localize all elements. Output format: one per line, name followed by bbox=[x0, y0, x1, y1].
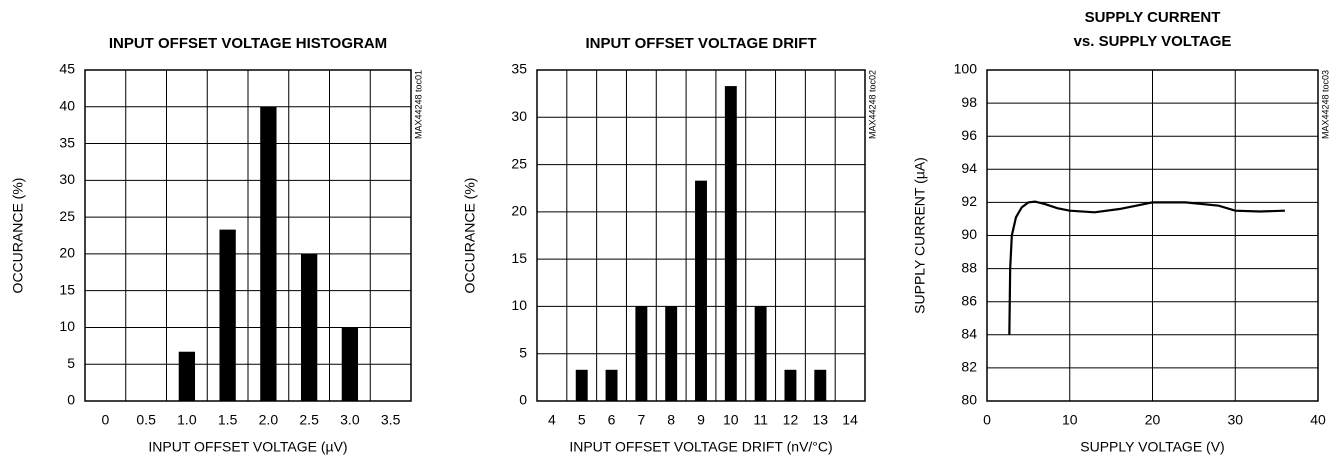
x-tick-label: 1.0 bbox=[177, 412, 197, 428]
x-tick-label: 3.0 bbox=[340, 412, 360, 428]
chart-subtitle: vs. SUPPLY VOLTAGE bbox=[1074, 33, 1232, 50]
y-axis-label: OCCURANCE (%) bbox=[462, 178, 478, 294]
y-tick-label: 100 bbox=[954, 61, 978, 77]
y-tick-label: 90 bbox=[961, 226, 977, 242]
x-tick-label: 10 bbox=[723, 412, 739, 428]
y-tick-label: 35 bbox=[59, 134, 75, 150]
y-tick-label: 96 bbox=[961, 127, 977, 143]
x-tick-label: 40 bbox=[1310, 412, 1326, 428]
y-tick-label: 20 bbox=[59, 245, 75, 261]
bar bbox=[635, 306, 648, 401]
x-tick-label: 3.5 bbox=[381, 412, 401, 428]
x-axis-label: INPUT OFFSET VOLTAGE (µV) bbox=[148, 439, 347, 455]
y-tick-label: 40 bbox=[59, 97, 75, 113]
x-tick-label: 2.5 bbox=[299, 412, 319, 428]
bar bbox=[300, 253, 318, 401]
x-tick-label: 9 bbox=[697, 412, 705, 428]
x-tick-label: 0.5 bbox=[136, 412, 156, 428]
x-tick-label: 2.0 bbox=[259, 412, 279, 428]
bar bbox=[784, 369, 797, 401]
y-tick-label: 98 bbox=[961, 94, 977, 110]
x-tick-label: 14 bbox=[842, 412, 858, 428]
y-tick-label: 84 bbox=[961, 326, 977, 342]
y-tick-label: 82 bbox=[961, 359, 977, 375]
x-tick-label: 6 bbox=[608, 412, 616, 428]
bar bbox=[724, 86, 737, 401]
plot-frame bbox=[536, 69, 866, 402]
side-note: MAX44248 toc01 bbox=[413, 70, 423, 139]
y-tick-label: 5 bbox=[67, 355, 75, 371]
y-tick-label: 35 bbox=[511, 61, 527, 77]
x-tick-label: 10 bbox=[1062, 412, 1078, 428]
y-tick-label: 10 bbox=[59, 318, 75, 334]
y-tick-label: 30 bbox=[59, 171, 75, 187]
bar bbox=[260, 106, 277, 402]
y-axis-label: SUPPLY CURRENT (µA) bbox=[912, 157, 928, 314]
y-tick-label: 86 bbox=[961, 292, 977, 308]
x-axis-label: INPUT OFFSET VOLTAGE DRIFT (nV/°C) bbox=[569, 439, 832, 455]
x-tick-label: 12 bbox=[783, 412, 799, 428]
bar bbox=[341, 327, 359, 401]
y-tick-label: 25 bbox=[511, 155, 527, 171]
y-tick-label: 15 bbox=[59, 281, 75, 297]
x-tick-label: 0 bbox=[983, 412, 991, 428]
y-tick-label: 25 bbox=[59, 208, 75, 224]
y-tick-label: 0 bbox=[67, 392, 75, 408]
chart-title: INPUT OFFSET VOLTAGE DRIFT bbox=[585, 35, 816, 52]
bar bbox=[754, 306, 767, 401]
y-tick-label: 45 bbox=[59, 61, 75, 77]
y-tick-label: 94 bbox=[961, 160, 977, 176]
x-axis-label: SUPPLY VOLTAGE (V) bbox=[1080, 439, 1224, 455]
bar bbox=[178, 351, 196, 401]
y-tick-label: 88 bbox=[961, 259, 977, 275]
chart-title: INPUT OFFSET VOLTAGE HISTOGRAM bbox=[109, 35, 387, 52]
y-tick-label: 92 bbox=[961, 193, 977, 209]
y-tick-label: 20 bbox=[511, 203, 527, 219]
x-tick-label: 7 bbox=[637, 412, 645, 428]
y-axis-label: OCCURANCE (%) bbox=[10, 178, 26, 294]
x-tick-label: 13 bbox=[812, 412, 828, 428]
bar bbox=[814, 369, 827, 401]
x-tick-label: 5 bbox=[578, 412, 586, 428]
x-tick-label: 1.5 bbox=[218, 412, 238, 428]
x-tick-label: 11 bbox=[753, 412, 768, 428]
data-line bbox=[1008, 200, 1285, 335]
x-tick-label: 20 bbox=[1145, 412, 1161, 428]
x-tick-label: 0 bbox=[101, 412, 109, 428]
y-tick-label: 30 bbox=[511, 108, 527, 124]
bar bbox=[695, 180, 707, 401]
plot-frame bbox=[986, 69, 1319, 402]
bar bbox=[665, 306, 678, 401]
side-note: MAX44248 toc03 bbox=[1320, 70, 1330, 139]
x-tick-label: 4 bbox=[548, 412, 556, 428]
x-tick-label: 8 bbox=[667, 412, 675, 428]
y-tick-label: 0 bbox=[519, 392, 527, 408]
y-tick-label: 80 bbox=[961, 392, 977, 408]
bar bbox=[605, 369, 618, 401]
x-tick-label: 30 bbox=[1227, 412, 1243, 428]
bar bbox=[575, 369, 588, 401]
y-tick-label: 15 bbox=[511, 250, 527, 266]
y-tick-label: 5 bbox=[519, 344, 527, 360]
bar bbox=[219, 229, 236, 401]
chart-title: SUPPLY CURRENT bbox=[1085, 9, 1221, 26]
plot-frame bbox=[84, 69, 412, 402]
y-tick-label: 10 bbox=[511, 297, 527, 313]
side-note: MAX44248 toc02 bbox=[867, 70, 877, 139]
